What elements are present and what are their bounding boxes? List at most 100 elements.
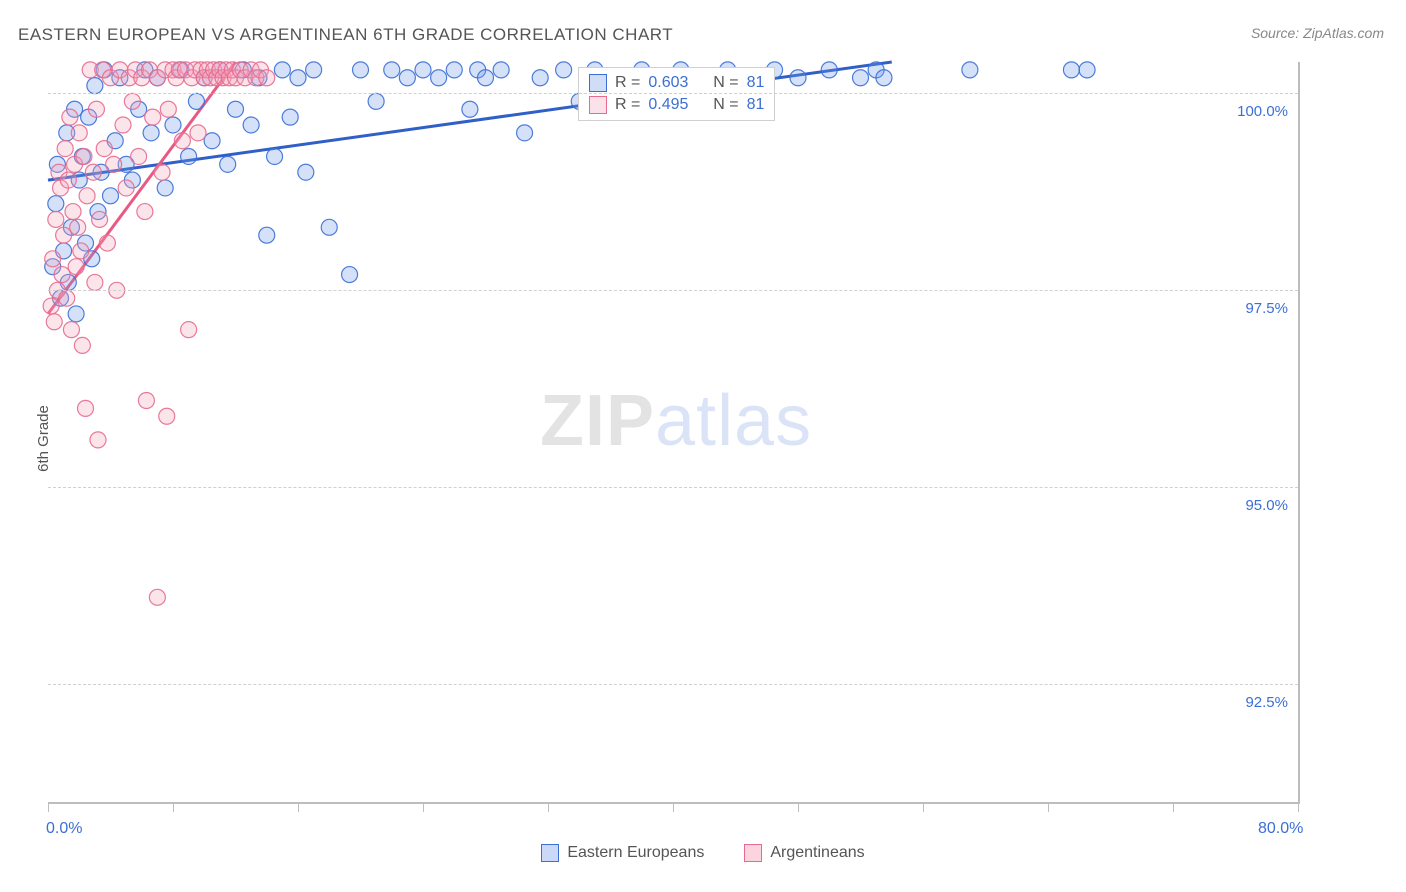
data-point — [962, 62, 978, 78]
x-tick — [1048, 802, 1049, 812]
data-point — [57, 141, 73, 157]
data-point — [63, 322, 79, 338]
data-point — [143, 125, 159, 141]
data-point — [274, 62, 290, 78]
data-point — [68, 259, 84, 275]
data-point — [321, 219, 337, 235]
data-point — [517, 125, 533, 141]
data-point — [876, 70, 892, 86]
data-point — [45, 251, 61, 267]
stats-n-label: N = — [713, 74, 738, 92]
data-point — [1079, 62, 1095, 78]
data-point — [181, 148, 197, 164]
data-point — [160, 101, 176, 117]
data-point — [124, 93, 140, 109]
data-point — [478, 70, 494, 86]
data-point — [137, 204, 153, 220]
data-point — [298, 164, 314, 180]
scatter-svg — [48, 62, 1298, 802]
data-point — [76, 148, 92, 164]
data-point — [157, 180, 173, 196]
y-tick-label: 92.5% — [1245, 694, 1288, 711]
stats-n-value: 81 — [747, 74, 765, 92]
x-tick — [423, 802, 424, 812]
data-point — [71, 125, 87, 141]
data-point — [159, 408, 175, 424]
x-tick — [673, 802, 674, 812]
x-tick — [548, 802, 549, 812]
data-point — [399, 70, 415, 86]
x-axis-end-label: 80.0% — [1258, 820, 1303, 838]
x-tick — [173, 802, 174, 812]
data-point — [431, 70, 447, 86]
data-point — [342, 267, 358, 283]
data-point — [87, 274, 103, 290]
data-point — [70, 219, 86, 235]
data-point — [154, 164, 170, 180]
gridline — [48, 93, 1298, 94]
gridline — [48, 290, 1298, 291]
bottom-legend-label: Eastern Europeans — [567, 844, 704, 862]
y-tick-label: 100.0% — [1237, 103, 1288, 120]
gridline — [48, 684, 1298, 685]
stats-r-label: R = — [615, 96, 640, 114]
data-point — [1063, 62, 1079, 78]
data-point — [181, 322, 197, 338]
data-point — [79, 188, 95, 204]
chart-title: EASTERN EUROPEAN VS ARGENTINEAN 6TH GRAD… — [18, 25, 673, 45]
data-point — [43, 298, 59, 314]
data-point — [78, 400, 94, 416]
source-attribution: Source: ZipAtlas.com — [1251, 25, 1384, 41]
x-tick — [1298, 802, 1299, 812]
data-point — [138, 393, 154, 409]
data-point — [48, 196, 64, 212]
data-point — [74, 337, 90, 353]
bottom-legend: Eastern Europeans Argentineans — [0, 844, 1406, 862]
data-point — [853, 70, 869, 86]
data-point — [145, 109, 161, 125]
data-point — [99, 235, 115, 251]
data-point — [60, 172, 76, 188]
data-point — [48, 211, 64, 227]
data-point — [446, 62, 462, 78]
data-point — [306, 62, 322, 78]
x-tick — [1173, 802, 1174, 812]
stats-n-label: N = — [713, 96, 738, 114]
data-point — [259, 70, 275, 86]
data-point — [384, 62, 400, 78]
data-point — [368, 93, 384, 109]
data-point — [92, 211, 108, 227]
y-tick-label: 95.0% — [1245, 497, 1288, 514]
data-point — [228, 101, 244, 117]
stats-legend-row: R =0.495 N =81 — [589, 94, 764, 116]
data-point — [88, 101, 104, 117]
data-point — [56, 227, 72, 243]
bottom-legend-label: Argentineans — [770, 844, 864, 862]
stats-r-label: R = — [615, 74, 640, 92]
data-point — [415, 62, 431, 78]
x-tick — [48, 802, 49, 812]
x-tick — [923, 802, 924, 812]
data-point — [68, 306, 84, 322]
data-point — [188, 93, 204, 109]
bottom-legend-item: Argentineans — [744, 844, 864, 862]
data-point — [115, 117, 131, 133]
data-point — [59, 290, 75, 306]
data-point — [220, 156, 236, 172]
data-point — [243, 117, 259, 133]
stats-r-value: 0.603 — [648, 74, 688, 92]
bottom-legend-item: Eastern Europeans — [541, 844, 704, 862]
data-point — [790, 70, 806, 86]
data-point — [85, 164, 101, 180]
x-tick — [298, 802, 299, 812]
legend-swatch-icon — [589, 74, 607, 92]
data-point — [46, 314, 62, 330]
gridline — [48, 487, 1298, 488]
stats-r-value: 0.495 — [648, 96, 688, 114]
data-point — [54, 267, 70, 283]
data-point — [556, 62, 572, 78]
data-point — [131, 148, 147, 164]
y-tick-label: 97.5% — [1245, 300, 1288, 317]
data-point — [96, 141, 112, 157]
data-point — [106, 156, 122, 172]
